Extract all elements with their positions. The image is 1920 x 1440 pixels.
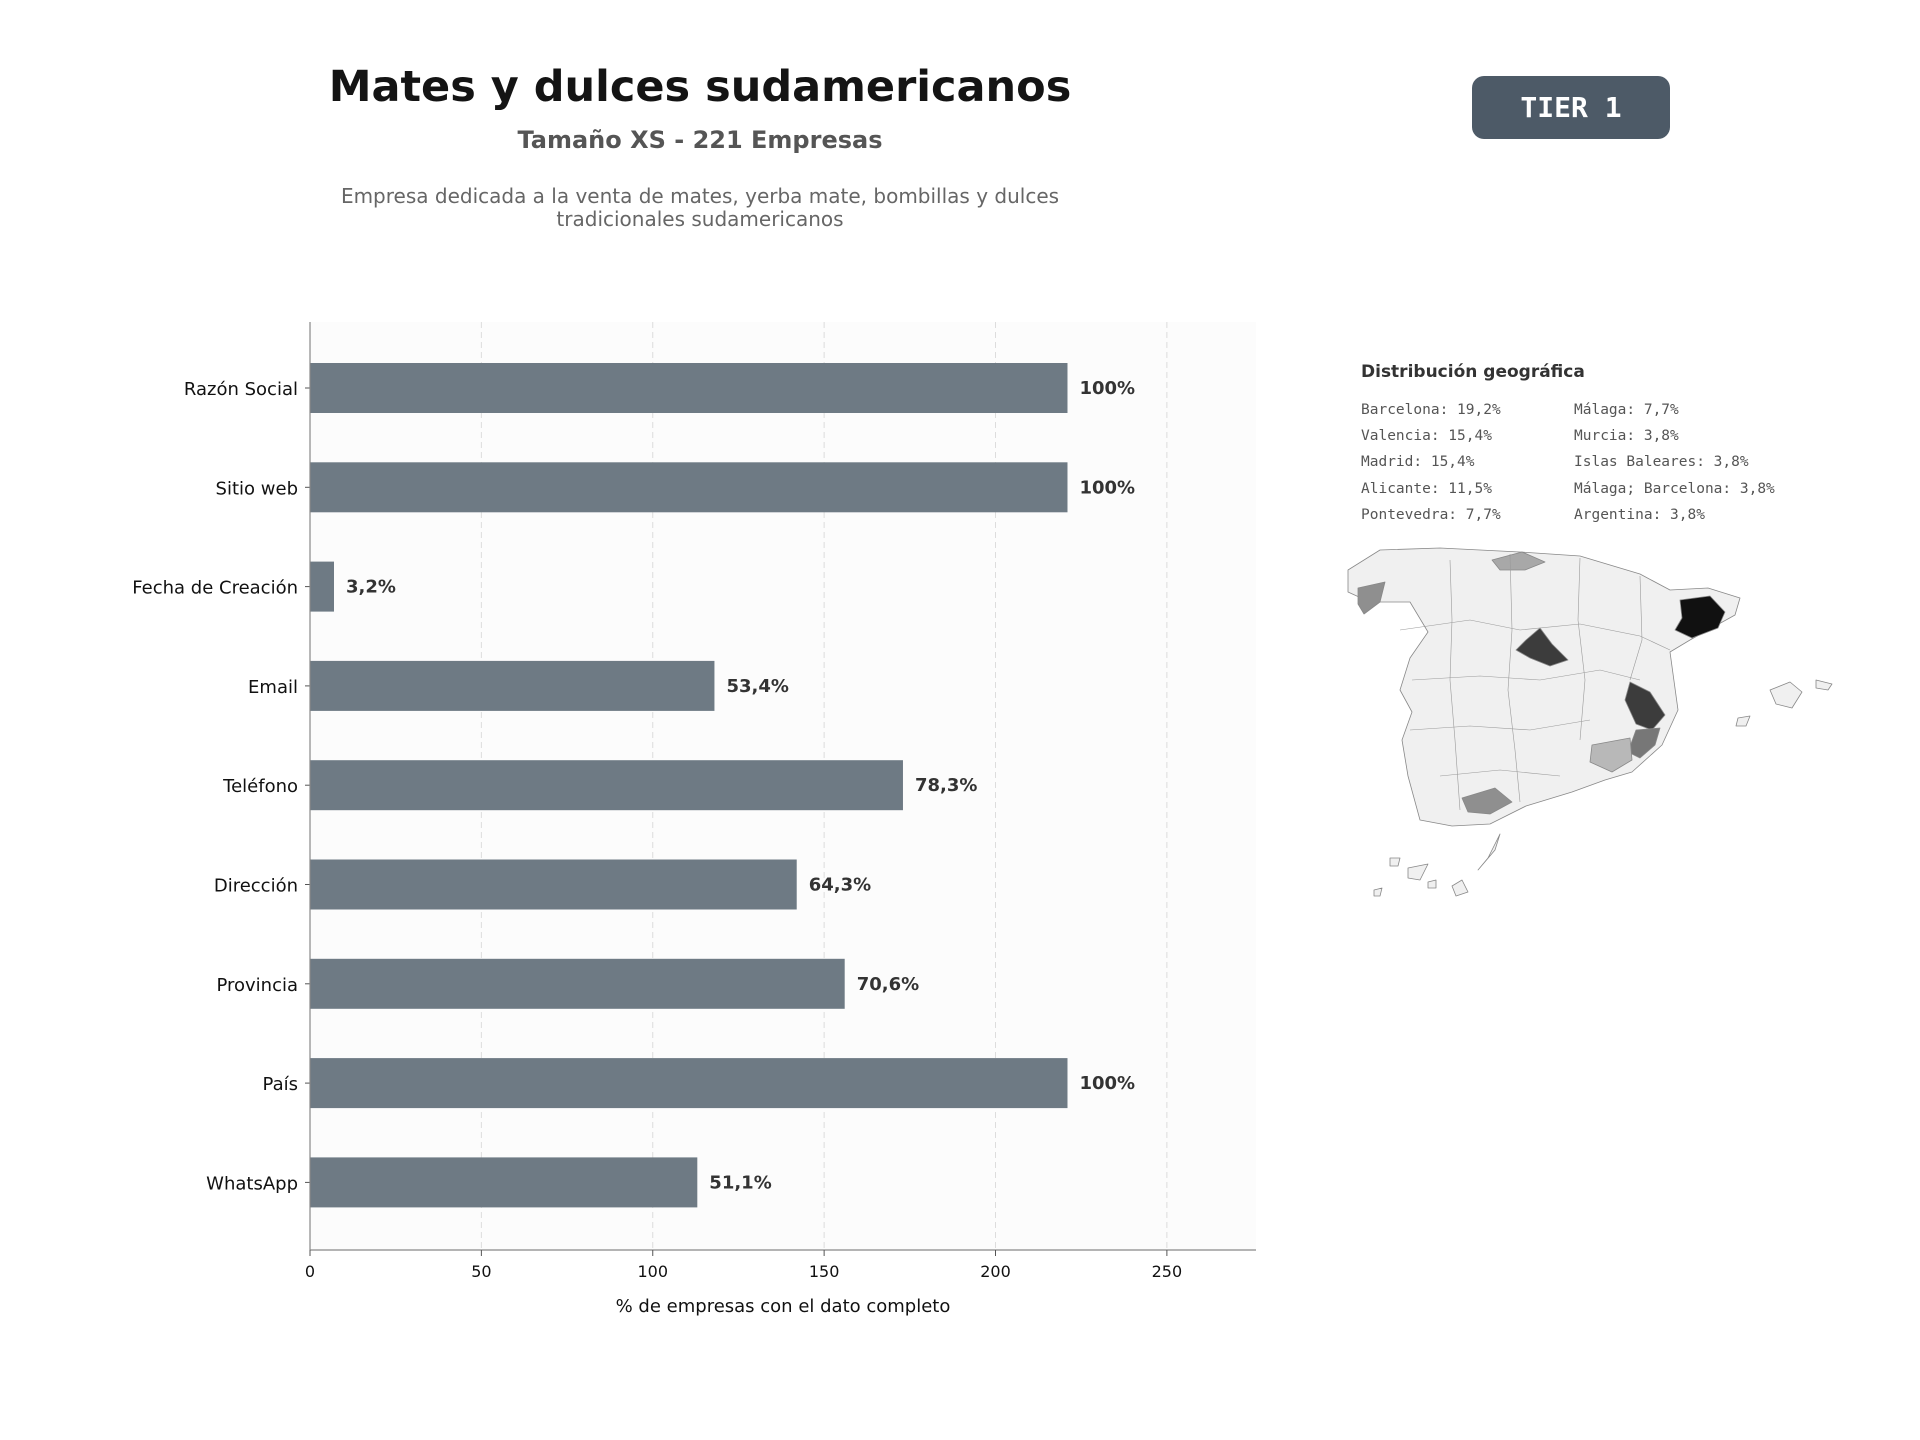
geo-item: Argentina: 3,8%: [1574, 506, 1705, 523]
data-label: 78,3%: [915, 775, 977, 796]
bar: [310, 660, 715, 711]
geo-item: Valencia: 15,4%: [1361, 428, 1492, 445]
geo-distribution-title: Distribución geográfica: [1361, 362, 1585, 382]
geo-item: Madrid: 15,4%: [1361, 454, 1475, 471]
x-tick-label: 100: [637, 1262, 668, 1281]
bar: [310, 1058, 1068, 1109]
y-tick-label: Fecha de Creación: [132, 578, 298, 599]
page-description: Empresa dedicada a la venta de mates, ye…: [340, 184, 1060, 231]
y-tick-label: Teléfono: [222, 776, 298, 797]
map-balearic-mallorca: [1769, 681, 1803, 709]
bar: [310, 958, 845, 1009]
bar: [310, 363, 1068, 413]
geo-item: Alicante: 11,5%: [1361, 480, 1492, 497]
x-tick-label: 50: [471, 1262, 491, 1281]
map-balearic-ibiza: [1735, 715, 1751, 727]
geo-list-right: Málaga: 7,7% Murcia: 3,8% Islas Baleares…: [1574, 397, 1775, 528]
x-axis-label: % de empresas con el dato completo: [616, 1296, 951, 1317]
geo-item: Islas Baleares: 3,8%: [1574, 454, 1749, 471]
geo-item: Málaga; Barcelona: 3,8%: [1574, 480, 1775, 497]
map-region-malaga: [1461, 787, 1513, 815]
data-label: 100%: [1079, 1073, 1135, 1094]
map-region-barcelona: [1674, 595, 1726, 639]
tier-badge: TIER 1: [1472, 76, 1670, 139]
x-tick-label: 150: [809, 1262, 840, 1281]
data-label: 51,1%: [709, 1172, 771, 1193]
map-canary-3: [1451, 879, 1469, 897]
geo-item: Barcelona: 19,2%: [1361, 402, 1501, 418]
y-tick-label: Dirección: [214, 876, 298, 897]
map-canary-2: [1407, 863, 1429, 881]
data-label: 64,3%: [809, 875, 871, 896]
x-tick-label: 200: [980, 1262, 1011, 1281]
x-tick-label: 0: [305, 1262, 315, 1281]
data-label: 70,6%: [857, 974, 919, 995]
geo-item: Pontevedra: 7,7%: [1361, 506, 1501, 523]
map-region-asturias: [1491, 551, 1546, 571]
bar: [310, 1157, 698, 1208]
bar: [310, 561, 334, 612]
map-region-murcia: [1589, 737, 1633, 773]
data-label: 100%: [1079, 378, 1135, 399]
y-tick-label: Email: [248, 677, 298, 698]
map-region-pontevedra: [1357, 581, 1386, 615]
y-tick-label: Sitio web: [216, 478, 298, 499]
page-title: Mates y dulces sudamericanos: [328, 62, 1072, 112]
y-tick-label: WhatsApp: [206, 1173, 298, 1194]
geo-item: Málaga: 7,7%: [1574, 402, 1679, 418]
geo-item: Murcia: 3,8%: [1574, 428, 1679, 445]
map-region-madrid: [1515, 627, 1569, 667]
map-canary-4: [1477, 833, 1501, 871]
y-tick-label: País: [263, 1074, 298, 1095]
x-tick-label: 250: [1152, 1262, 1183, 1281]
map-canary-5: [1427, 879, 1437, 889]
page-subtitle: Tamaño XS - 221 Empresas: [517, 126, 883, 154]
data-label: 100%: [1079, 477, 1135, 498]
bar: [310, 859, 797, 910]
map-canary-6: [1373, 887, 1383, 897]
data-label: 53,4%: [726, 676, 788, 697]
geo-list-left: Barcelona: 19,2% Valencia: 15,4% Madrid:…: [1361, 397, 1501, 528]
bar: [310, 760, 903, 811]
map-balearic-menorca: [1815, 679, 1833, 691]
map-canary-1: [1389, 857, 1401, 867]
bar: [310, 462, 1068, 513]
y-tick-label: Razón Social: [184, 379, 298, 400]
spain-map: [1347, 547, 1833, 897]
data-label: 3,2%: [346, 577, 396, 598]
y-tick-label: Provincia: [216, 975, 298, 996]
map-peninsula: [1347, 547, 1741, 827]
